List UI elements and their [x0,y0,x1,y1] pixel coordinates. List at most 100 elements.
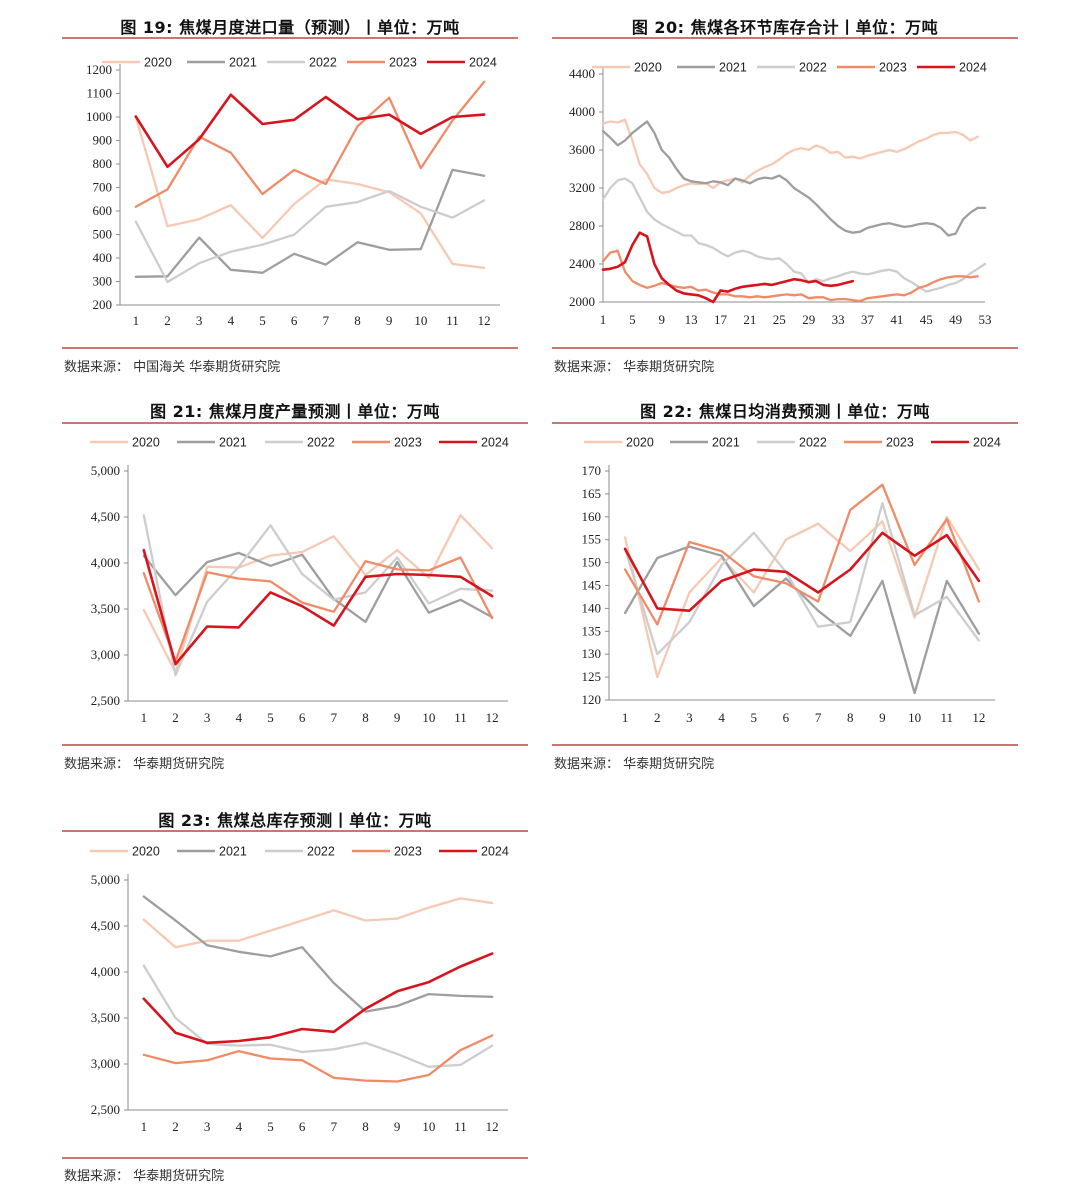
legend-item-2020: 2020 [584,436,654,450]
series-line-2021 [142,551,494,624]
x-tick-label: 21 [743,312,756,327]
x-tick-label: 10 [422,1119,435,1134]
legend-item-2021: 2021 [177,845,247,859]
x-tick-label: 5 [629,312,636,327]
x-tick-label: 8 [362,710,369,725]
legend-item-2023: 2023 [844,436,914,450]
svg-text:2020: 2020 [132,845,160,859]
x-tick-label: 2 [164,313,171,328]
x-tick-label: 9 [879,710,886,725]
x-tick-label: 1 [622,710,629,725]
series-line-2024 [134,93,486,169]
legend-item-2020: 2020 [592,61,662,75]
x-tick-label: 2 [654,710,661,725]
y-tick-label: 400 [93,250,113,265]
series-line-2022 [134,189,486,284]
y-tick-label: 2,500 [91,693,120,708]
x-tick-label: 12 [478,313,491,328]
chart-svg: 2000 2400 2800 3200 3600 4000 4400 1 5 9 13 17 21 25 2… [569,61,992,328]
x-tick-label: 7 [331,1119,338,1134]
svg-text:2020: 2020 [144,56,172,70]
chart-panel-coking-coal-daily-consumption: 图 22: 焦煤日均消费预测丨单位：万吨 120 125 130 135 140 145 1… [552,390,1018,780]
legend-item-2023: 2023 [352,436,422,450]
y-tick-label: 900 [93,133,113,148]
svg-text:2022: 2022 [799,61,827,75]
series-line-2020 [142,897,494,949]
y-tick-label: 200 [93,297,113,312]
y-tick-label: 3,000 [91,647,120,662]
x-tick-label: 4 [236,710,243,725]
series-line-2023 [601,249,979,303]
title-rule [62,422,528,424]
y-tick-label: 2000 [569,294,595,309]
svg-text:2023: 2023 [879,61,907,75]
x-tick-label: 11 [940,710,953,725]
y-tick-label: 3,500 [91,1010,120,1025]
x-tick-label: 6 [299,1119,306,1134]
svg-text:2024: 2024 [959,61,987,75]
series-line-2020 [601,118,979,194]
series-line-2022 [601,177,987,293]
y-tick-label: 700 [93,180,113,195]
x-tick-label: 29 [802,312,815,327]
y-tick-label: 145 [582,578,602,593]
svg-text:2024: 2024 [973,436,1001,450]
y-tick-label: 500 [93,227,113,242]
x-tick-label: 7 [815,710,822,725]
x-tick-label: 3 [204,1119,211,1134]
legend-item-2021: 2021 [177,436,247,450]
chart-source: 数据来源： 华泰期货研究院 [64,1169,225,1184]
x-tick-label: 3 [686,710,693,725]
svg-text:2020: 2020 [132,436,160,450]
x-tick-label: 8 [362,1119,369,1134]
x-tick-label: 6 [299,710,306,725]
y-tick-label: 120 [582,692,602,707]
series-line-2024 [142,548,494,666]
x-tick-label: 11 [454,1119,467,1134]
series-line-2020 [623,515,981,679]
x-tick-label: 5 [267,710,274,725]
x-tick-label: 13 [685,312,698,327]
footer-rule [62,744,528,746]
x-tick-label: 3 [204,710,211,725]
legend-item-2020: 2020 [90,845,160,859]
title-rule [552,37,1018,39]
y-tick-label: 4,500 [91,509,120,524]
x-tick-label: 2 [172,710,179,725]
y-tick-label: 600 [93,203,113,218]
series-line-2024 [623,531,981,612]
x-tick-label: 6 [783,710,790,725]
chart-panel-coking-coal-inventory-total: 图 20: 焦煤各环节库存合计丨单位：万吨 2000 2400 2800 3200 36… [552,0,1018,380]
footer-rule [62,347,518,349]
svg-text:2021: 2021 [219,845,247,859]
footer-rule [552,347,1018,349]
svg-text:2022: 2022 [309,56,337,70]
series-line-2023 [142,556,494,663]
legend-item-2020: 2020 [102,56,172,70]
series-line-2023 [134,80,486,208]
y-tick-label: 3200 [569,180,595,195]
y-tick-label: 1200 [86,62,112,77]
x-tick-label: 3 [196,313,203,328]
svg-text:2022: 2022 [799,436,827,450]
svg-text:2022: 2022 [307,845,335,859]
y-tick-label: 3600 [569,142,595,157]
x-tick-label: 49 [949,312,962,327]
y-tick-label: 300 [93,274,113,289]
x-tick-label: 17 [714,312,728,327]
svg-text:2022: 2022 [307,436,335,450]
svg-text:2020: 2020 [634,61,662,75]
chart-title: 图 19: 焦煤月度进口量（预测）丨单位：万吨 [120,18,460,37]
y-tick-label: 1100 [86,86,112,101]
y-tick-label: 150 [582,555,602,570]
y-tick-label: 2,500 [91,1102,120,1117]
series-line-2021 [623,545,981,695]
series-line-2022 [623,501,981,656]
x-tick-label: 1 [141,1119,148,1134]
x-tick-label: 9 [659,312,666,327]
chart-source: 数据来源： 华泰期货研究院 [554,757,715,772]
svg-text:2024: 2024 [469,56,497,70]
chart-source: 数据来源： 华泰期货研究院 [64,757,225,772]
x-tick-label: 1 [141,710,148,725]
